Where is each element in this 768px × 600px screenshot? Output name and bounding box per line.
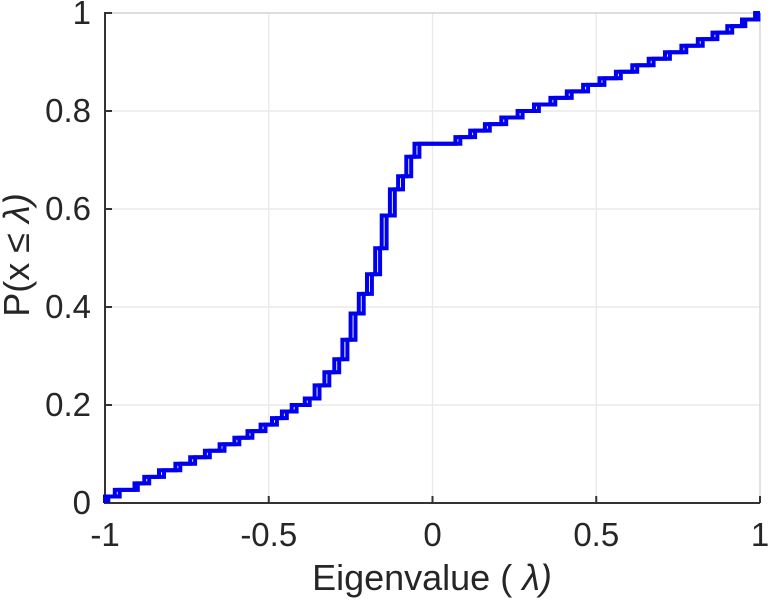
y-tick-label: 0.2 [45,386,91,423]
y-tick-label: 0.6 [45,190,91,227]
x-tick-label: 0.5 [573,516,619,553]
x-tick-label: 0 [423,516,441,553]
x-axis-label: Eigenvalue ( λ) [312,560,552,596]
y-tick-label: 0.4 [45,288,91,325]
x-tick-label: -0.5 [240,516,297,553]
y-tick-label: 0 [73,484,91,521]
lambda-symbol: λ) [522,557,552,598]
x-axis-label-text: Eigenvalue ( [312,557,523,598]
y-tick-label: 0.8 [45,92,91,129]
lambda-symbol: λ) [0,193,37,223]
x-tick-label: -1 [90,516,119,553]
y-axis-label: P(x ≤ λ) [0,193,37,317]
x-tick-label: 1 [751,516,768,553]
ecdf-curve-2 [106,11,761,503]
y-axis-label-text: P(x ≤ [0,222,37,317]
y-tick-label: 1 [73,0,91,31]
